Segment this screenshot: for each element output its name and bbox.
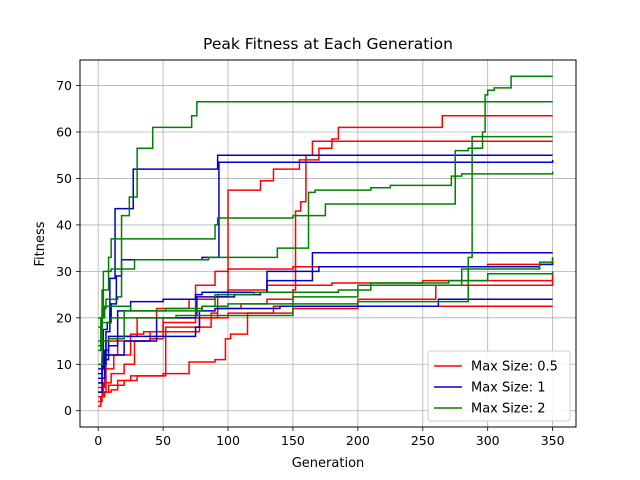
legend-label: Max Size: 2 [471,402,545,417]
legend: Max Size: 0.5 Max Size: 1 Max Size: 2 [427,350,571,422]
series-line [98,171,554,352]
x-tick-label: 0 [94,433,102,448]
series-lines [98,75,554,407]
series-line [98,135,553,342]
y-tick-label: 50 [56,171,72,186]
x-tick-label: 200 [346,433,370,448]
y-axis-ticks: 0 10 20 30 40 50 60 70 [56,78,80,418]
y-tick-label: 60 [56,125,72,140]
series-line [98,257,554,379]
x-tick-label: 250 [411,433,435,448]
series-line [98,75,553,328]
y-tick-label: 10 [56,357,72,372]
x-tick-label: 350 [541,433,565,448]
axes-frame [79,59,577,428]
legend-box [427,350,571,422]
y-tick-label: 40 [56,217,72,232]
series-line [98,257,554,366]
x-tick-label: 50 [155,433,171,448]
series-line [98,271,554,319]
x-tick-label: 150 [281,433,305,448]
series-line [98,114,553,393]
x-axis-label: Generation [292,456,365,471]
legend-label: Max Size: 1 [471,381,545,396]
x-tick-label: 100 [216,433,240,448]
legend-label: Max Size: 0.5 [471,360,558,375]
axes-border [79,59,577,428]
series-line [98,101,553,347]
y-axis-label: Fitness [33,221,48,266]
x-axis-ticks: 0 50 100 150 200 250 300 350 [94,427,565,448]
series-line [98,273,554,403]
y-tick-label: 30 [56,264,72,279]
chart-title: Peak Fitness at Each Generation [203,35,453,53]
y-tick-label: 0 [64,403,72,418]
series-line [98,273,554,398]
y-tick-label: 70 [56,78,72,93]
x-tick-label: 300 [476,433,500,448]
y-tick-label: 20 [56,310,72,325]
